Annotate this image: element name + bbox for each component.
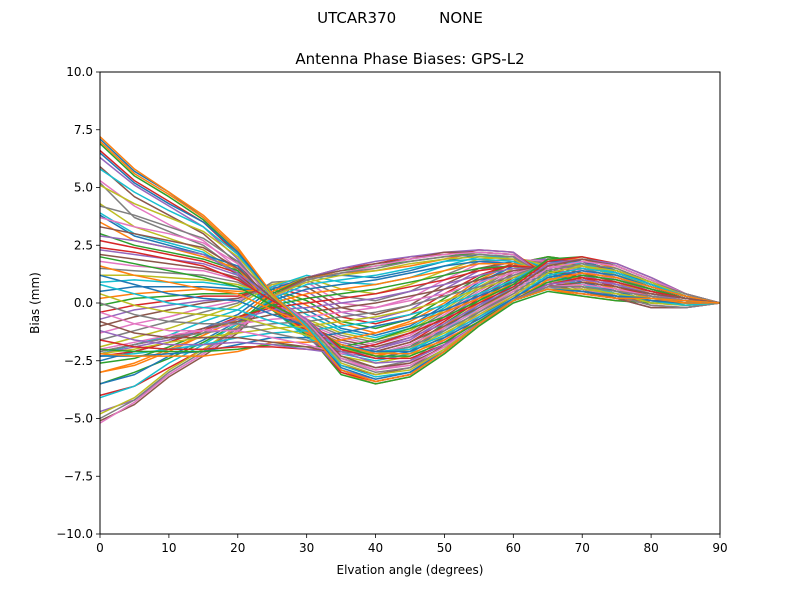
series-line: [99, 258, 721, 355]
axes-frame: [99, 71, 721, 535]
y-tick-label: 5.0: [74, 181, 93, 195]
y-tick-label: −5.0: [64, 412, 93, 426]
series-line: [99, 136, 721, 383]
series-line: [99, 205, 721, 374]
y-tick-label: 0.0: [74, 296, 93, 310]
y-tick-label: 2.5: [74, 238, 93, 252]
y-tick-label: −10.0: [56, 527, 93, 541]
series-line: [99, 143, 720, 385]
series-layer: [99, 136, 721, 424]
x-axis-ticks: 0 10 20 30 40 50 60 70 80 90: [96, 534, 728, 555]
y-axis-ticks: −10.0 −7.5 −5.0 −2.5 0.0 2.5 5.0 7.5 10.0: [56, 65, 100, 541]
series-line: [99, 267, 721, 353]
x-tick-label: 50: [437, 541, 452, 555]
series-line: [99, 246, 721, 360]
y-tick-label: −7.5: [64, 469, 93, 483]
x-tick-label: 80: [643, 541, 658, 555]
series-line: [99, 269, 721, 353]
series-line: [99, 256, 721, 357]
series-line: [99, 226, 721, 369]
x-tick-label: 70: [575, 541, 590, 555]
series-line: [99, 260, 721, 355]
y-axis-label: Bias (mm): [28, 272, 42, 334]
series-line: [99, 152, 721, 380]
series-line: [99, 235, 721, 364]
figure-suptitle: UTCAR370 NONE: [317, 9, 483, 27]
y-tick-label: 7.5: [74, 123, 93, 137]
chart-title: Antenna Phase Biases: GPS-L2: [295, 50, 524, 68]
x-axis-label: Elvation angle (degrees): [337, 563, 484, 577]
x-tick-label: 90: [712, 541, 727, 555]
x-tick-label: 0: [96, 541, 104, 555]
series-line: [99, 262, 721, 355]
x-tick-label: 60: [506, 541, 521, 555]
x-tick-label: 30: [299, 541, 314, 555]
x-tick-label: 20: [230, 541, 245, 555]
series-line: [99, 216, 721, 371]
x-tick-label: 10: [161, 541, 176, 555]
series-line: [99, 184, 721, 376]
x-tick-label: 40: [368, 541, 383, 555]
series-line: [99, 265, 721, 355]
y-tick-label: 10.0: [66, 65, 93, 79]
y-tick-label: −2.5: [64, 354, 93, 368]
